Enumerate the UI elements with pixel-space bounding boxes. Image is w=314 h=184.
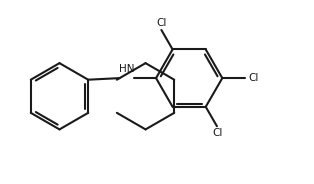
Text: HN: HN	[119, 64, 134, 74]
Text: Cl: Cl	[248, 73, 258, 83]
Text: Cl: Cl	[157, 18, 167, 28]
Text: Cl: Cl	[212, 128, 223, 138]
